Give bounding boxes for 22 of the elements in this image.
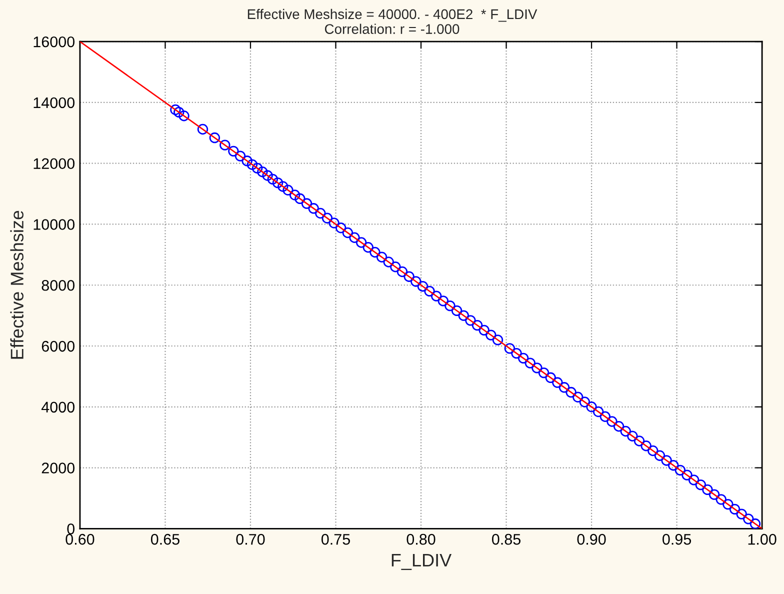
x-tick-label: 0.80: [406, 534, 436, 545]
y-tick-label: 0: [67, 524, 75, 534]
y-tick-label: 12000: [34, 158, 75, 170]
x-tick-label: 0.75: [321, 534, 350, 545]
y-tick-label: 6000: [42, 340, 75, 352]
x-tick-label: 1.00: [748, 534, 776, 545]
y-tick-label: 2000: [42, 462, 75, 474]
y-axis-title: Effective Meshsize: [10, 210, 24, 359]
x-axis-title: F_LDIV: [392, 554, 452, 570]
y-tick-label: 10000: [34, 219, 75, 230]
chart-title: Effective Meshsize = 40000. - 400E2 * F_LDIV: [248, 8, 538, 22]
x-tick-label: 0.60: [66, 534, 94, 545]
y-tick-label: 8000: [42, 280, 75, 291]
y-tick-label: 4000: [41, 402, 75, 413]
x-tick-label: 0.95: [662, 534, 692, 545]
x-tick-label: 0.65: [150, 534, 180, 545]
y-tick-label: 16000: [34, 36, 75, 48]
x-tick-label: 0.70: [236, 534, 265, 545]
x-tick-label: 0.90: [577, 534, 606, 545]
x-tick-label: 0.85: [492, 534, 520, 545]
y-tick-label: 14000: [34, 97, 75, 108]
chart-subtitle: Correlation: r = -1.000: [324, 24, 460, 34]
